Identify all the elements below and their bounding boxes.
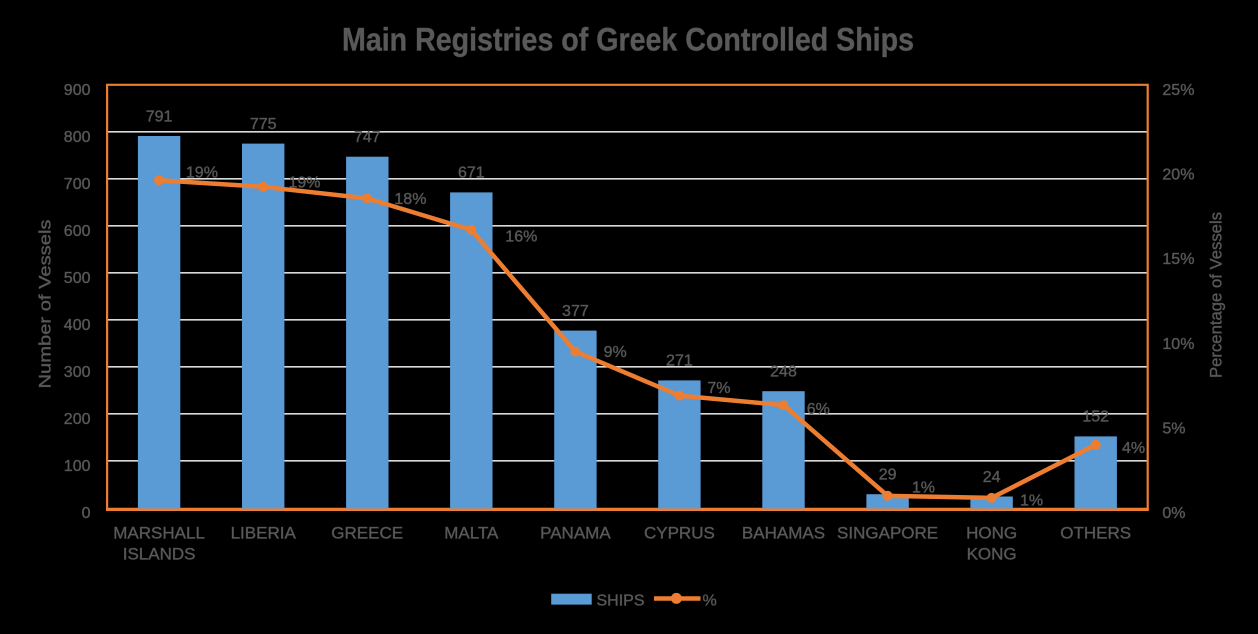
- svg-text:SINGAPORE: SINGAPORE: [837, 524, 938, 543]
- svg-text:7%: 7%: [707, 380, 730, 397]
- svg-text:24: 24: [983, 469, 1001, 486]
- svg-text:500: 500: [64, 270, 91, 287]
- svg-text:1%: 1%: [1020, 493, 1043, 510]
- svg-text:6%: 6%: [807, 401, 830, 418]
- svg-text:0: 0: [82, 505, 91, 522]
- svg-text:LIBERIA: LIBERIA: [231, 524, 297, 543]
- svg-text:HONG: HONG: [966, 524, 1017, 543]
- svg-text:KONG: KONG: [967, 545, 1017, 564]
- svg-text:9%: 9%: [604, 344, 627, 361]
- svg-text:19%: 19%: [186, 165, 218, 182]
- svg-text:4%: 4%: [1122, 440, 1145, 457]
- svg-text:377: 377: [562, 303, 589, 320]
- svg-text:671: 671: [458, 165, 485, 182]
- svg-text:25%: 25%: [1162, 82, 1194, 99]
- svg-text:PANAMA: PANAMA: [540, 524, 611, 543]
- svg-text:5%: 5%: [1162, 420, 1185, 437]
- svg-text:800: 800: [64, 129, 91, 146]
- svg-text:20%: 20%: [1162, 167, 1194, 184]
- svg-text:747: 747: [354, 129, 381, 146]
- svg-text:775: 775: [250, 116, 277, 133]
- svg-text:100: 100: [64, 458, 91, 475]
- svg-text:600: 600: [64, 223, 91, 240]
- svg-text:MALTA: MALTA: [444, 524, 499, 543]
- svg-text:248: 248: [770, 364, 797, 381]
- svg-text:GREECE: GREECE: [331, 524, 403, 543]
- svg-text:%: %: [703, 592, 717, 609]
- svg-text:16%: 16%: [505, 228, 537, 245]
- svg-text:19%: 19%: [289, 175, 321, 192]
- svg-text:29: 29: [879, 467, 897, 484]
- svg-text:152: 152: [1082, 409, 1109, 426]
- svg-text:BAHAMAS: BAHAMAS: [742, 524, 825, 543]
- svg-text:SHIPS: SHIPS: [597, 592, 645, 609]
- svg-text:MARSHALL: MARSHALL: [113, 524, 205, 543]
- svg-text:1%: 1%: [912, 480, 935, 497]
- svg-text:791: 791: [146, 108, 173, 125]
- svg-text:271: 271: [666, 353, 693, 370]
- svg-text:Main Registries of Greek Contr: Main Registries of Greek Controlled Ship…: [342, 22, 914, 58]
- svg-text:10%: 10%: [1162, 336, 1194, 353]
- svg-text:400: 400: [64, 317, 91, 334]
- svg-text:Number of Vessels: Number of Vessels: [36, 220, 55, 389]
- svg-text:200: 200: [64, 411, 91, 428]
- svg-text:900: 900: [64, 82, 91, 99]
- svg-text:Percentage of Vessels: Percentage of Vessels: [1207, 212, 1226, 378]
- svg-text:700: 700: [64, 176, 91, 193]
- svg-text:18%: 18%: [394, 191, 426, 208]
- svg-text:CYPRUS: CYPRUS: [644, 524, 715, 543]
- svg-text:15%: 15%: [1162, 251, 1194, 268]
- svg-text:OTHERS: OTHERS: [1060, 524, 1131, 543]
- svg-text:0%: 0%: [1162, 505, 1185, 522]
- svg-text:ISLANDS: ISLANDS: [123, 545, 196, 564]
- svg-text:300: 300: [64, 364, 91, 381]
